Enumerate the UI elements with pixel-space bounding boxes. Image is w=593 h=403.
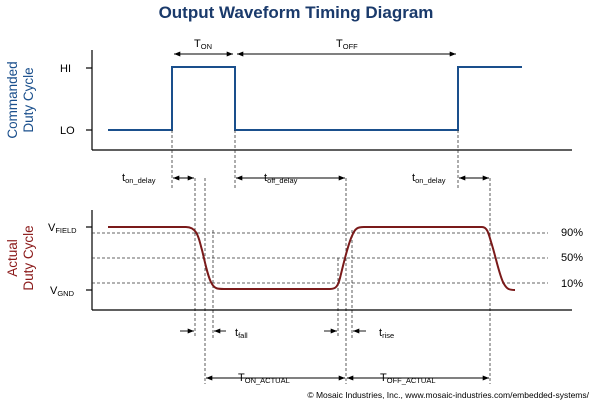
actual-axes (86, 210, 572, 311)
actual-label-line2: Duty Cycle (21, 225, 36, 290)
tfall-label: tfall (235, 327, 248, 340)
toff-label: TOFF (336, 38, 358, 51)
ton-actual-label: TON_ACTUAL (238, 372, 290, 385)
actual-label-line1: Actual (5, 239, 20, 277)
diagram-title: Output Waveform Timing Diagram (159, 3, 434, 22)
actual-waveform (108, 226, 516, 291)
vgnd-label: VGND (50, 285, 75, 298)
ton-delay-1-label: ton_delay (122, 172, 156, 185)
trise-label: trise (379, 327, 394, 340)
commanded-axis-label: Commanded Duty Cycle (5, 61, 36, 138)
vertical-guides (171, 130, 491, 384)
toff-actual-label: TOFF_ACTUAL (380, 372, 436, 385)
actual-axis-label: Actual Duty Cycle (5, 225, 36, 290)
commanded-label-line2: Duty Cycle (21, 67, 36, 132)
copyright-footer: © Mosaic Industries, Inc., www.mosaic-in… (307, 390, 589, 400)
toff-delay-label: toff_delay (264, 172, 298, 185)
commanded-axes (86, 50, 572, 151)
commanded-waveform (108, 66, 522, 131)
ton-delay-2-label: ton_delay (412, 172, 446, 185)
lo-label: LO (60, 125, 75, 137)
hi-label: HI (60, 63, 71, 75)
vfield-label: VFIELD (48, 222, 77, 235)
ton-label: TON (194, 38, 212, 51)
level-guides (92, 232, 548, 284)
commanded-label-line1: Commanded (5, 61, 20, 138)
level-10-label: 10% (561, 278, 583, 290)
level-90-label: 90% (561, 227, 583, 239)
level-50-label: 50% (561, 252, 583, 264)
